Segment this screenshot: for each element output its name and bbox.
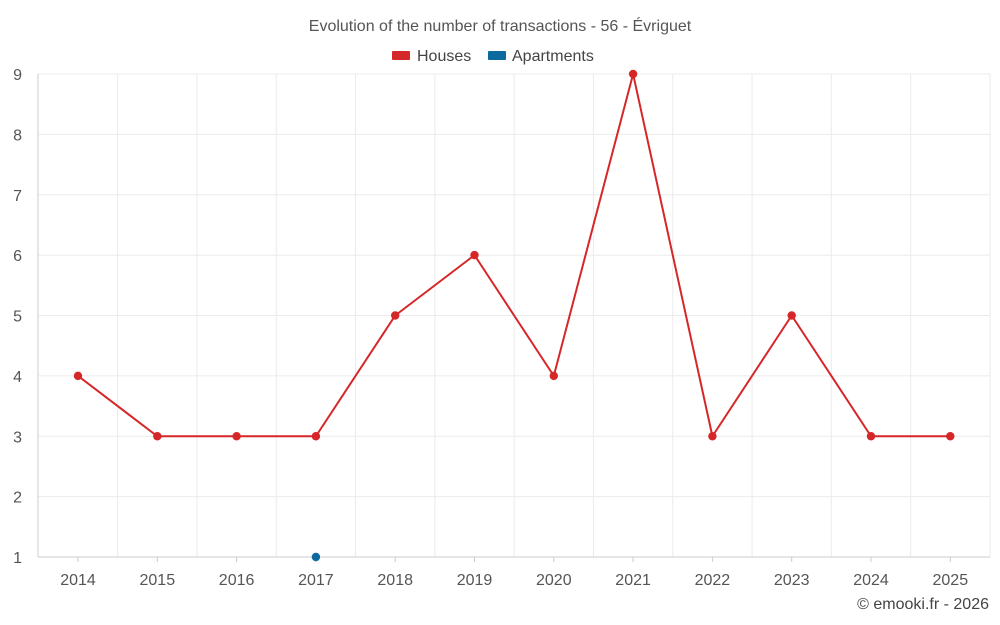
legend-swatch-apartments bbox=[488, 51, 506, 60]
houses-series-line bbox=[77, 73, 951, 438]
houses-point[interactable] bbox=[73, 371, 83, 381]
y-tick-label: 4 bbox=[13, 369, 22, 386]
houses-point[interactable] bbox=[787, 311, 796, 320]
houses-point[interactable] bbox=[549, 371, 558, 381]
x-tick-label: 2019 bbox=[457, 572, 493, 589]
apartments-point[interactable] bbox=[311, 552, 321, 562]
houses-point[interactable] bbox=[708, 432, 717, 441]
chart-title: Evolution of the number of transactions … bbox=[309, 16, 692, 35]
legend-item-apartments[interactable]: Apartments bbox=[488, 48, 594, 65]
x-tick-label: 2018 bbox=[377, 572, 413, 589]
x-tick-label: 2022 bbox=[695, 572, 731, 589]
x-tick-label: 2020 bbox=[536, 572, 572, 589]
legend-item-houses[interactable]: Houses bbox=[392, 48, 471, 65]
y-tick-label: 6 bbox=[13, 248, 22, 265]
y-tick-label: 7 bbox=[13, 188, 22, 205]
houses-point[interactable] bbox=[153, 432, 162, 441]
y-axis-tick-labels: 1 2 3 4 5 6 7 8 9 bbox=[13, 67, 22, 567]
x-tick-label: 2017 bbox=[298, 572, 334, 589]
credit-text: © emooki.fr - 2026 bbox=[857, 596, 989, 613]
x-tick-label: 2025 bbox=[933, 572, 969, 589]
y-tick-label: 8 bbox=[13, 127, 22, 144]
houses-point[interactable] bbox=[628, 69, 638, 79]
houses-point[interactable] bbox=[866, 432, 876, 441]
x-tick-label: 2021 bbox=[615, 572, 651, 589]
houses-point[interactable] bbox=[391, 311, 400, 320]
x-tick-label: 2014 bbox=[60, 572, 96, 589]
y-tick-label: 9 bbox=[13, 67, 22, 84]
legend: Houses Apartments bbox=[392, 48, 594, 65]
y-tick-label: 5 bbox=[13, 309, 22, 326]
houses-point[interactable] bbox=[470, 250, 479, 260]
houses-point[interactable] bbox=[311, 432, 321, 441]
y-tick-label: 3 bbox=[13, 429, 22, 446]
y-tick-label: 2 bbox=[13, 490, 22, 507]
x-tick-label: 2023 bbox=[774, 572, 810, 589]
x-tick-label: 2024 bbox=[853, 572, 889, 589]
legend-swatch-houses bbox=[392, 51, 410, 60]
series bbox=[73, 69, 955, 562]
gridlines bbox=[37, 73, 991, 557]
x-tick-label: 2016 bbox=[219, 572, 255, 589]
y-tick-label: 1 bbox=[13, 550, 22, 567]
x-axis-tick-labels: 2014 2015 2016 2017 2018 2019 2020 2021 2022 2023… bbox=[60, 572, 968, 589]
x-tick-label: 2015 bbox=[140, 572, 176, 589]
legend-label-houses: Houses bbox=[417, 48, 471, 65]
legend-label-apartments: Apartments bbox=[512, 48, 594, 65]
houses-point[interactable] bbox=[946, 432, 955, 441]
houses-point[interactable] bbox=[232, 432, 241, 441]
